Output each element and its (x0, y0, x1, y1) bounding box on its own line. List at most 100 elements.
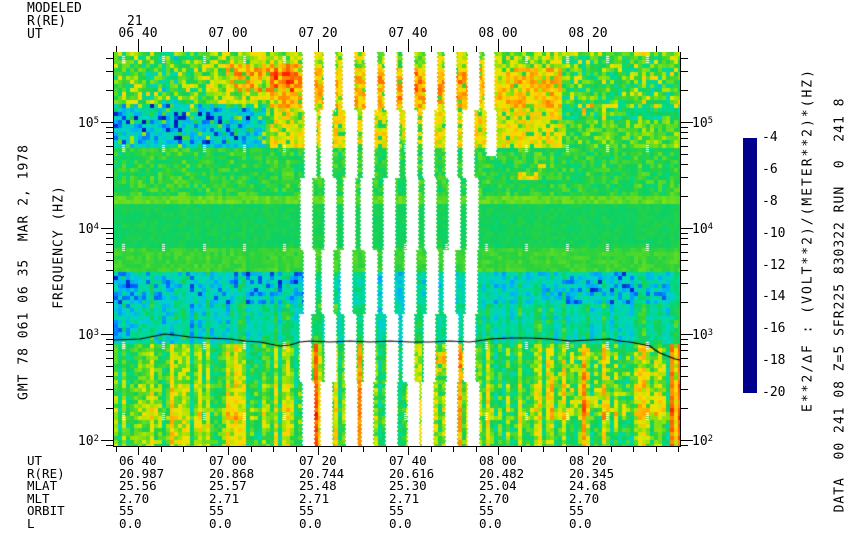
x-major-tick-bottom (588, 447, 589, 455)
y-axis-label-right: 103 (692, 328, 714, 343)
ephemeris-value: 55 (479, 503, 495, 518)
y-axis-label-right: 104 (692, 222, 714, 237)
x-minor-tick-top (250, 46, 252, 52)
y-minor-tick-right (681, 344, 688, 346)
y-minor-tick-right (681, 350, 688, 352)
y-major-tick-left (101, 122, 113, 123)
x-minor-tick-top (340, 46, 342, 52)
y-minor-tick-right (681, 444, 688, 446)
ephemeris-value: 25.04 (479, 478, 517, 493)
x-axis-label-top: 06 40 (118, 26, 158, 41)
y-minor-tick-left (106, 196, 113, 198)
ephemeris-value: 24.68 (569, 478, 607, 493)
y-minor-tick-right (681, 389, 688, 391)
y-minor-tick-left (106, 283, 113, 285)
x-minor-tick-bottom (543, 447, 544, 452)
modeled-rre-label: R(RE) (27, 14, 67, 29)
x-minor-tick-bottom (363, 447, 364, 452)
y-minor-tick-left (106, 145, 113, 147)
ephemeris-value: 0.0 (389, 515, 412, 531)
y-minor-tick-right (681, 58, 688, 60)
colorbar-tick-label: -4 (762, 130, 778, 145)
y-minor-tick-right (681, 177, 688, 179)
x-minor-tick-top (273, 46, 274, 52)
y-minor-tick-right (681, 232, 688, 234)
ephemeris-value: 07 20 (299, 453, 337, 468)
spectrogram-canvas (114, 52, 680, 446)
ephemeris-value: 25.48 (299, 478, 337, 493)
ephemeris-value: 2.70 (569, 490, 600, 506)
ephemeris-row-label: R(RE) (27, 465, 65, 481)
y-minor-tick-left (106, 138, 113, 140)
y-major-tick-right (681, 122, 693, 123)
x-minor-tick-bottom (205, 447, 207, 452)
x-major-tick-top (138, 39, 139, 52)
y-major-tick-right (681, 334, 693, 335)
x-minor-tick-top (520, 46, 522, 52)
ephemeris-value: 07 40 (389, 453, 427, 468)
ephemeris-row-label: L (27, 515, 35, 531)
ephemeris-value: 08 00 (479, 453, 517, 468)
x-major-tick-top (408, 39, 409, 52)
ephemeris-value: 25.56 (119, 478, 157, 493)
x-major-tick-bottom (138, 447, 139, 455)
y-axis-label-right: 102 (692, 434, 714, 449)
colorbar-units-label: E**2/∆F : (VOLT**2)/(METER**2)*(HZ) (800, 68, 816, 412)
y-minor-tick-left (106, 270, 113, 272)
modeled-label: MODELED (27, 1, 82, 16)
ephemeris-value: 25.57 (209, 478, 247, 493)
gmt-date-label: GMT 78 061 06 35 MAR 2, 1978 (16, 144, 32, 400)
y-minor-tick-right (681, 164, 688, 166)
x-minor-tick-bottom (430, 447, 432, 452)
y-minor-tick-left (106, 376, 113, 378)
x-minor-tick-top (610, 46, 612, 52)
x-minor-tick-top (363, 46, 364, 52)
y-minor-tick-right (681, 238, 688, 240)
x-minor-tick-top (543, 46, 544, 52)
y-minor-tick-left (106, 232, 113, 234)
y-minor-tick-left (106, 408, 113, 410)
y-minor-tick-right (681, 145, 688, 147)
x-axis-label-top: 07 20 (298, 26, 338, 41)
y-minor-tick-right (681, 244, 688, 246)
colorbar-tick-label: -20 (762, 385, 786, 400)
y-minor-tick-left (106, 344, 113, 346)
x-minor-tick-top (295, 46, 297, 52)
y-minor-tick-right (681, 138, 688, 140)
x-major-tick-bottom (228, 447, 229, 455)
y-axis-label-left: 104 (77, 222, 99, 237)
x-minor-tick-top (475, 46, 477, 52)
x-minor-tick-top (115, 46, 117, 52)
x-minor-tick-top (205, 46, 207, 52)
y-minor-tick-right (681, 196, 688, 198)
y-axis-label-left: 102 (77, 434, 99, 449)
y-minor-tick-right (681, 132, 688, 134)
x-axis-label-top: 08 20 (568, 26, 608, 41)
y-major-tick-left (101, 334, 113, 335)
colorbar-tick-label: -8 (762, 193, 778, 209)
x-axis-label-top: 07 00 (208, 26, 248, 41)
y-minor-tick-left (106, 238, 113, 240)
y-minor-tick-right (681, 338, 688, 340)
y-minor-tick-right (681, 283, 688, 285)
y-major-tick-left (101, 228, 113, 229)
colorbar-tick-label: -12 (762, 257, 786, 273)
x-minor-tick-bottom (610, 447, 612, 452)
y-axis-label-left: 105 (77, 116, 99, 131)
x-minor-tick-top (678, 46, 679, 52)
y-minor-tick-right (681, 153, 688, 155)
ephemeris-value: 07 00 (209, 453, 247, 468)
ephemeris-row-label: ORBIT (27, 503, 65, 518)
plot-left-border (113, 52, 114, 447)
ephemeris-value: 06 40 (119, 453, 157, 468)
y-minor-tick-left (106, 177, 113, 179)
ephemeris-value: 20.616 (389, 465, 435, 481)
colorbar-tick-label: -6 (762, 161, 778, 177)
x-minor-tick-bottom (340, 447, 342, 452)
y-minor-tick-left (106, 153, 113, 155)
y-axis-label-left: 103 (77, 328, 99, 343)
y-major-tick-right (681, 440, 693, 441)
plot-right-border (680, 52, 681, 447)
x-major-tick-top (318, 39, 319, 52)
x-major-tick-top (588, 39, 589, 52)
